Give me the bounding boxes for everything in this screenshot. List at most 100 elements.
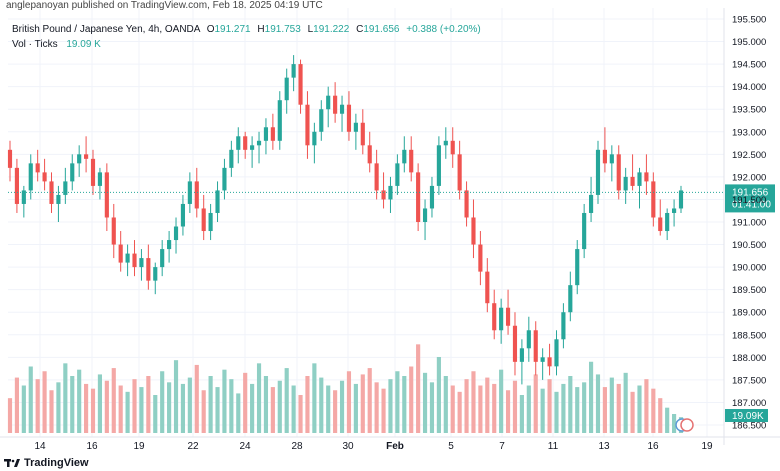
volume-bar: [256, 363, 262, 433]
candle-body: [208, 212, 213, 232]
candle-body: [63, 181, 68, 195]
candle-body: [194, 181, 199, 209]
x-tick-label: 13: [598, 441, 610, 452]
volume-bar: [422, 372, 428, 433]
candle-body: [153, 267, 158, 281]
volume-bar: [42, 371, 47, 433]
candle-body: [187, 181, 192, 204]
candle-body: [333, 95, 338, 114]
candle-body: [443, 140, 448, 146]
x-tick-label: 11: [548, 441, 559, 452]
candle-body: [28, 163, 33, 191]
volume-bar: [561, 383, 566, 433]
volume-bar: [429, 382, 435, 433]
candles: [7, 55, 684, 385]
candle-body: [346, 104, 352, 132]
volume-bar: [616, 383, 621, 433]
volume-bar: [90, 388, 96, 433]
candle-body: [665, 212, 670, 232]
candle-body: [409, 149, 414, 173]
candle-body: [505, 307, 511, 326]
candle-body: [305, 104, 310, 146]
chart-legend: British Pound / Japanese Yen, 4h, OANDA …: [12, 22, 481, 52]
brand-name[interactable]: TradingView: [24, 456, 89, 469]
candle-body: [97, 172, 103, 186]
volume-bar: [672, 414, 677, 433]
candle-body: [49, 181, 54, 204]
candle-body: [512, 325, 518, 362]
volume-bar: [97, 374, 103, 433]
candle-body: [429, 185, 435, 209]
y-tick-label: 191.000: [732, 218, 766, 229]
candle-body: [7, 149, 13, 168]
volume-bar: [291, 385, 296, 433]
candle-body: [526, 330, 531, 349]
volume-bar: [644, 379, 649, 433]
symbol-title[interactable]: British Pound / Japanese Yen, 4h, OANDA: [12, 24, 200, 35]
volume-bar: [146, 376, 151, 433]
candle-body: [201, 208, 206, 232]
candle-body: [180, 203, 186, 227]
candle-body: [326, 95, 331, 110]
candle-body: [623, 176, 628, 191]
y-tick-label: 189.500: [732, 285, 766, 296]
candle-body: [519, 348, 524, 362]
volume-bar: [602, 387, 607, 433]
candle-body: [250, 145, 255, 150]
candle-body: [595, 149, 601, 195]
candle-body: [616, 154, 621, 191]
close-label: C: [356, 24, 364, 35]
candle-body: [277, 100, 282, 141]
candle-body: [167, 240, 172, 250]
volume-bar: [381, 388, 386, 433]
y-tick-label: 192.500: [732, 150, 766, 161]
volume-bar: [436, 357, 441, 433]
volume-bar: [312, 363, 317, 433]
volume-bar: [70, 376, 75, 433]
volume-bar: [471, 371, 476, 433]
candle-body: [637, 172, 642, 186]
tradingview-logo-icon[interactable]: [4, 458, 20, 468]
candle-body: [222, 167, 227, 191]
last-price-label: 191.656: [732, 187, 769, 198]
volume-bar: [84, 383, 89, 433]
publish-info: anglepanoyan published on TradingView.co…: [6, 0, 323, 11]
change-value: +0.388 (+0.20%): [406, 24, 481, 35]
open-value: 191.271: [214, 24, 251, 35]
volume-bar: [540, 388, 545, 433]
volume-bar: [346, 371, 352, 433]
volume-bar: [35, 379, 40, 433]
candle-body: [478, 244, 483, 272]
volume-bar: [298, 395, 303, 433]
candle-body: [464, 190, 469, 218]
candle-body: [533, 330, 538, 362]
candle-body: [291, 64, 296, 78]
volume-bar: [505, 390, 511, 433]
candle-body: [118, 244, 123, 263]
candle-body: [125, 253, 130, 263]
candle-body: [651, 181, 656, 218]
volume-bar: [388, 379, 393, 433]
candle-body: [575, 249, 580, 286]
price-chart[interactable]: 191.656 01:41:00 19.09K 195.500 195.000 194.…: [0, 8, 780, 454]
volume-bar: [277, 380, 282, 433]
candle-body: [381, 190, 386, 200]
volume-bar: [14, 377, 19, 433]
candle-body: [139, 258, 144, 268]
candle-body: [630, 176, 635, 186]
x-tick-label: 5: [448, 441, 454, 452]
candle-body: [14, 167, 19, 204]
volume-label[interactable]: Vol · Ticks: [12, 39, 58, 50]
candle-body: [360, 122, 365, 146]
volume-bar: [575, 387, 580, 433]
candle-body: [146, 258, 151, 281]
volume-bar: [637, 385, 642, 433]
candle-body: [658, 217, 663, 232]
candle-body: [243, 136, 248, 150]
volume-bars: [7, 344, 684, 433]
candle-body: [215, 190, 220, 213]
last-price-tag: [725, 184, 775, 213]
volume-bar: [353, 383, 358, 433]
volume-bar: [284, 368, 289, 433]
